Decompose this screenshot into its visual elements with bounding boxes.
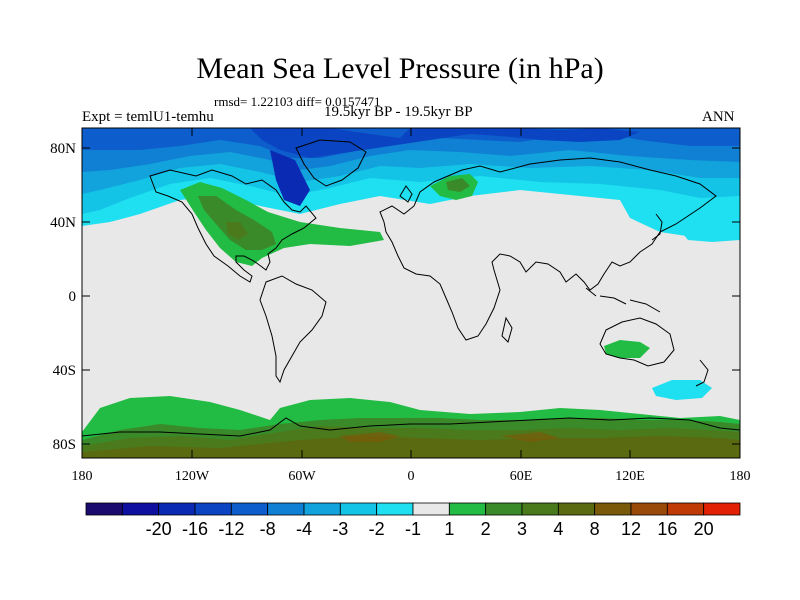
contour-namerica-olive [226, 222, 248, 240]
contour-europe-darkgreen [446, 178, 470, 192]
colorbar-swatch [521, 502, 559, 516]
colorbar-label: 3 [517, 519, 527, 539]
coast-antarctica [82, 417, 740, 437]
coast-south-america [259, 275, 327, 384]
coast-uk [399, 185, 413, 203]
colorbar-label: -2 [369, 519, 385, 539]
colorbar-swatch [703, 502, 741, 516]
lon-label: 120W [175, 469, 210, 484]
colorbar-swatch [630, 502, 668, 516]
lat-label: 40S [53, 363, 76, 379]
colorbar-swatch [666, 502, 705, 516]
lon-label: 120E [615, 469, 645, 484]
colorbar-label: 1 [444, 519, 454, 539]
lon-label: 0 [408, 469, 415, 484]
period-label: 19.5kyr BP - 19.5kyr BP [324, 104, 473, 120]
colorbar-label: -1 [405, 519, 421, 539]
lat-label: 40N [50, 215, 76, 231]
colorbar-swatch [412, 502, 450, 516]
contour-north-darkblue [82, 128, 740, 158]
lon-label: 180 [72, 469, 93, 484]
colorbar-swatch [267, 502, 305, 516]
map-title: Mean Sea Level Pressure (in hPa) [196, 52, 604, 85]
contour-south-brown3 [500, 432, 560, 442]
colorbar-label: 8 [590, 519, 600, 539]
colorbar-swatch [158, 502, 196, 516]
lat-label: 80N [50, 141, 76, 157]
colorbar-label: 4 [553, 519, 563, 539]
colorbar-labels: -20 -16 -12 -8 -4 -3 -2 -1 1 2 3 4 8 12 16 20 [146, 519, 714, 539]
colorbar-swatch [339, 502, 378, 516]
season-label: ANN [702, 109, 735, 125]
contour-east-cyan-blob [680, 222, 740, 242]
contour-namerica-green [180, 182, 384, 266]
contour-north-navy [250, 128, 640, 158]
axis-ticks [81, 128, 741, 458]
colorbar-swatch [230, 502, 269, 516]
contour-south-brown2 [340, 432, 400, 442]
colorbar-swatch [594, 502, 632, 516]
colorbar-label: -8 [260, 519, 276, 539]
coast-eurasia-africa [379, 157, 717, 341]
colorbar-swatch [485, 502, 523, 516]
coast-north-america [149, 169, 317, 283]
colorbar-label: 16 [657, 519, 677, 539]
stats-text: rmsd= 1.22103 diff= 0.0157471 [214, 94, 381, 109]
colorbar-label: 20 [694, 519, 714, 539]
coast-indonesia [585, 287, 661, 313]
lon-label: 60W [288, 469, 316, 484]
colorbar-label: 12 [621, 519, 641, 539]
colorbar-swatch [121, 502, 160, 516]
contour-australia-green [604, 340, 650, 358]
colorbar-label: -16 [182, 519, 208, 539]
coastlines [82, 139, 740, 437]
lat-label: 80S [53, 437, 76, 453]
colorbar [85, 502, 741, 516]
lat-label: 0 [69, 289, 77, 305]
coast-madagascar [501, 316, 513, 343]
contour-south-brown [82, 436, 740, 458]
colorbar-swatch [448, 502, 487, 516]
lon-label: 60E [510, 469, 533, 484]
colorbar-swatch [303, 502, 341, 516]
contour-fills [82, 128, 740, 458]
colorbar-label: 2 [481, 519, 491, 539]
colorbar-label: -4 [296, 519, 312, 539]
contour-north-deep [270, 150, 310, 206]
coast-japan [651, 213, 663, 241]
coast-greenland [295, 139, 367, 187]
colorbar-label: -20 [146, 519, 172, 539]
colorbar-swatch [85, 502, 123, 516]
colorbar-label: -3 [332, 519, 348, 539]
coast-new-zealand [695, 359, 709, 387]
colorbar-swatch [557, 502, 596, 516]
colorbar-swatch [376, 502, 414, 516]
colorbar-label: -12 [218, 519, 244, 539]
colorbar-swatch [194, 502, 232, 516]
coast-australia [599, 317, 675, 367]
experiment-label: Expt = temlU1-temhu [82, 109, 214, 125]
lon-label: 180 [730, 469, 751, 484]
